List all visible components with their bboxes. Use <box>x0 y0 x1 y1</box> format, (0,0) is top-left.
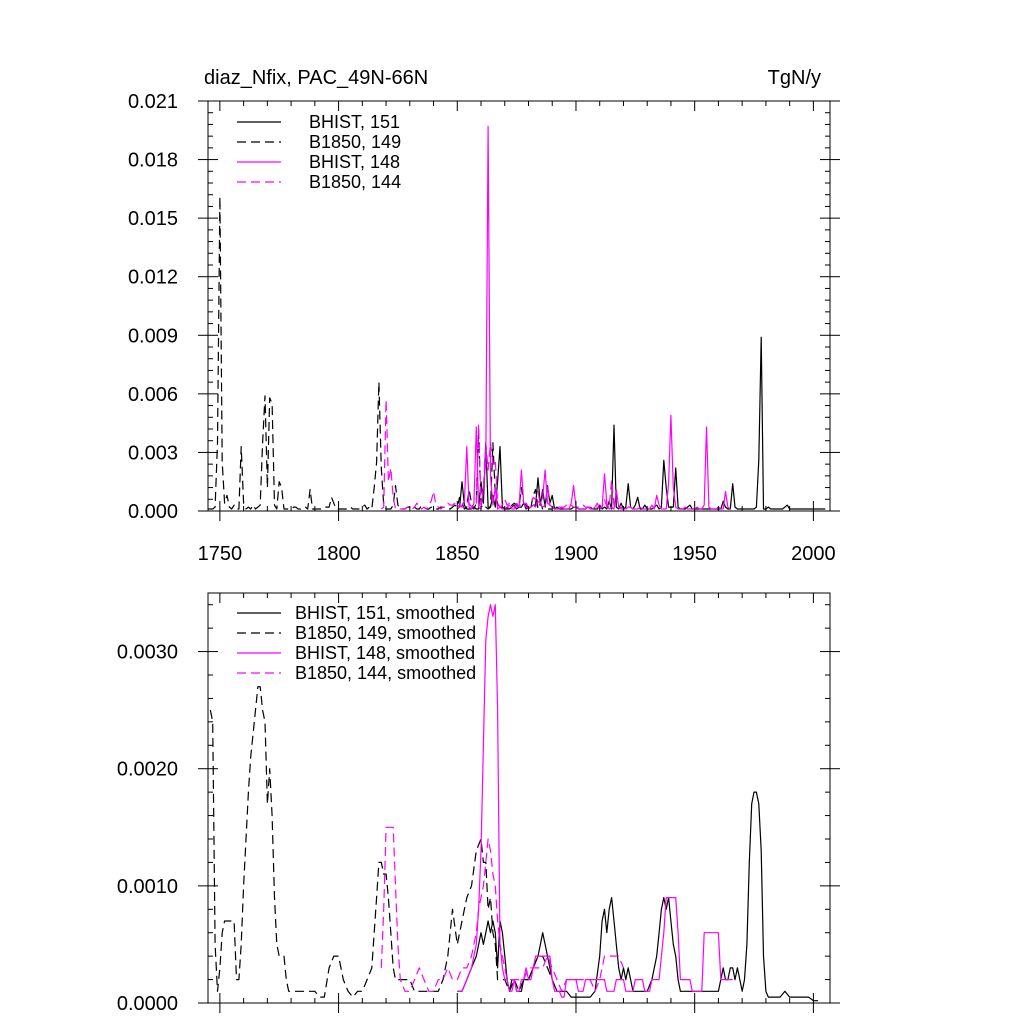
y-tick-label: 0.015 <box>128 208 178 230</box>
y-tick-label: 0.0010 <box>117 876 178 898</box>
x-tick-label: 1950 <box>672 543 717 565</box>
legend-label: B1850, 149, smoothed <box>295 623 476 643</box>
x-tick-label: 1900 <box>554 543 599 565</box>
legend-label: BHIST, 148, smoothed <box>295 643 475 663</box>
bottom-panel: 0.0000 0.0010 0.0020 0.0030 BHIST, 151, smoo… <box>117 592 840 1015</box>
y-tick-label: 0.0020 <box>117 759 178 781</box>
chart-title: diaz_Nfix, PAC_49N-66N <box>204 67 428 89</box>
x-tick-label: 1850 <box>435 543 480 565</box>
y-tick-label: 0.018 <box>128 150 178 172</box>
series-line-1-0 <box>457 791 819 1002</box>
x-tick-label: 1750 <box>198 543 243 565</box>
y-tick-label: 0.021 <box>128 91 178 113</box>
legend-label: BHIST, 151, smoothed <box>295 603 475 623</box>
units-label: TgN/y <box>768 67 821 89</box>
y-tick-label: 0.003 <box>128 442 178 464</box>
y-tick-label: 0.006 <box>128 384 178 406</box>
legend-label: BHIST, 148 <box>309 152 400 172</box>
series-line-1-3 <box>380 826 625 992</box>
plot-frame-0 <box>207 100 831 512</box>
plot-frame-1 <box>207 592 831 1004</box>
legend-label: BHIST, 151 <box>309 112 400 132</box>
y-tick-label: 0.0030 <box>117 642 178 664</box>
y-tick-label: 0.0000 <box>117 993 178 1015</box>
y-tick-label: 0.012 <box>128 267 178 289</box>
series-line-1-2 <box>457 604 733 998</box>
series-line-0-0 <box>456 336 826 510</box>
legend-label: B1850, 144, smoothed <box>295 663 476 683</box>
x-tick-label: 2000 <box>791 543 836 565</box>
y-tick-label: 0.000 <box>128 501 178 523</box>
series-line-0-2 <box>456 125 731 510</box>
y-tick-label: 0.009 <box>128 325 178 347</box>
legend-label: B1850, 144 <box>309 172 401 192</box>
x-tick-label: 1800 <box>316 543 361 565</box>
series-line-0-1 <box>208 196 553 510</box>
legend-label: B1850, 149 <box>309 132 401 152</box>
series-line-1-1 <box>209 686 553 998</box>
series-line-0-3 <box>380 399 624 510</box>
top-panel: 1750 1800 1850 1900 1950 2000 0.000 0.003 0.006 0… <box>128 91 840 565</box>
